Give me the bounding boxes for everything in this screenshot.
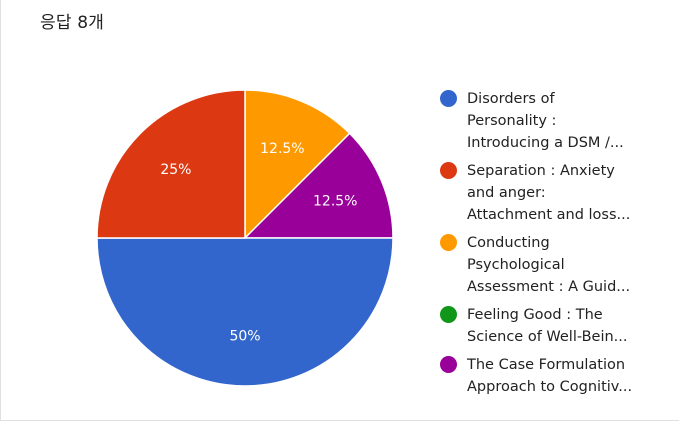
slice-separation[interactable]	[96, 89, 246, 239]
legend: Disorders of Personality : Introducing a…	[440, 88, 676, 404]
legend-label: Feeling Good : The Science of Well-Bein.…	[467, 307, 628, 345]
response-count: 응답 8개	[40, 13, 105, 33]
legend-item[interactable]: Feeling Good : The Science of Well-Bein.…	[440, 304, 676, 348]
slice-conducting-assessment-label: 12.5%	[260, 141, 304, 157]
legend-item[interactable]: Conducting Psychological Assessment : A …	[440, 232, 676, 298]
legend-item[interactable]: The Case Formulation Approach to Cogniti…	[440, 354, 676, 398]
slice-case-formulation[interactable]	[243, 132, 394, 239]
legend-item[interactable]: Disorders of Personality : Introducing a…	[440, 88, 676, 154]
legend-item[interactable]: Separation : Anxiety and anger: Attachme…	[440, 160, 676, 226]
pie-chart: 12.5% 12.5% 50% 25%	[96, 89, 394, 387]
legend-swatch-icon	[440, 234, 457, 251]
legend-swatch-icon	[440, 162, 457, 179]
slice-separation-label: 25%	[160, 162, 191, 178]
legend-label: The Case Formulation Approach to Cogniti…	[467, 357, 633, 395]
legend-label: Disorders of Personality : Introducing a…	[467, 91, 624, 151]
legend-swatch-icon	[440, 356, 457, 373]
legend-label: Separation : Anxiety and anger: Attachme…	[467, 163, 631, 223]
slice-conducting-assessment[interactable]	[244, 89, 351, 240]
slice-disorders-personality-label: 50%	[229, 329, 260, 345]
slice-disorders-personality[interactable]	[96, 237, 394, 387]
legend-label: Conducting Psychological Assessment : A …	[467, 235, 631, 295]
slice-case-formulation-label: 12.5%	[313, 194, 357, 210]
legend-swatch-icon	[440, 306, 457, 323]
legend-swatch-icon	[440, 90, 457, 107]
